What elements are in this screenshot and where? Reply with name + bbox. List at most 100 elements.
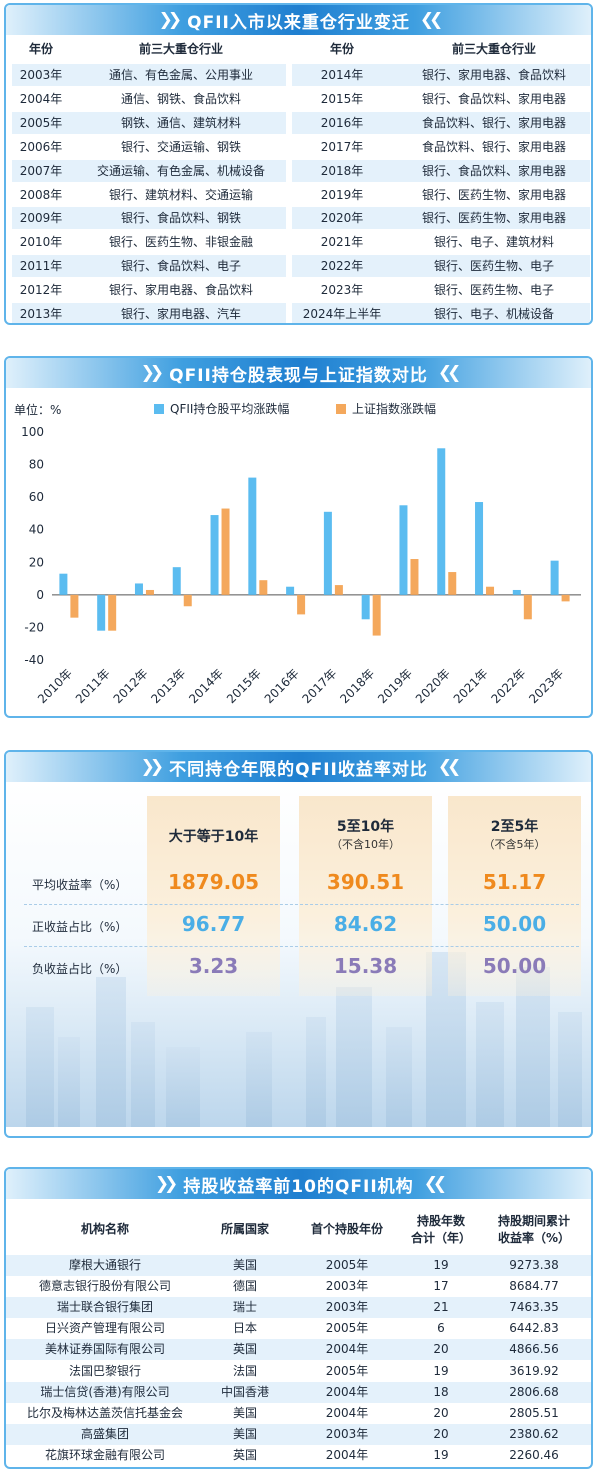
column-header: 5至10年: [336, 819, 395, 835]
skyline-building: [58, 1037, 80, 1127]
legend-label: 上证指数涨跌幅: [352, 401, 436, 416]
x-tick-label: 2020年: [413, 666, 453, 706]
industry-history-panel: ❯❯ QFII入市以来重仓行业变迁 ❮❮ 年份 前三大重仓行业 年份 前三大重仓…: [4, 3, 593, 325]
header-year-left: 年份: [28, 42, 53, 56]
row-stripe: [12, 64, 286, 86]
panel-title: 持股收益率前10的QFII机构: [183, 1176, 414, 1197]
years-cell: 17: [433, 1279, 449, 1294]
name-cell: 瑞士联合银行集团: [56, 1300, 153, 1315]
industries-cell: 银行、食品饮料、钢铁: [120, 211, 241, 226]
panel-title: 不同持仓年限的QFII收益率对比: [169, 759, 428, 780]
years-cell: 19: [433, 1363, 449, 1378]
y-tick-label: 40: [29, 523, 44, 537]
years-cell: 19: [433, 1258, 449, 1272]
row-stripe: [292, 159, 590, 182]
bar-qfii: [134, 583, 143, 595]
skyline-building: [246, 1032, 272, 1127]
table-row: 2005年 钢铁、通信、建筑材料 2016年 食品饮料、银行、家用电器: [6, 111, 591, 135]
chevron-left-icon: ❮❮: [423, 1174, 447, 1194]
year-cell: 2019年: [320, 187, 364, 202]
year-cell: 2012年: [19, 283, 63, 298]
value-cell: 3.23: [188, 954, 239, 978]
first_year-cell: 2003年: [325, 1426, 369, 1441]
table-header: 年份 前三大重仓行业 年份 前三大重仓行业: [6, 37, 591, 63]
value-cell: 15.38: [333, 954, 398, 978]
x-tick-label: 2010年: [35, 666, 75, 706]
chevron-left-icon: ❮❮: [419, 10, 443, 30]
value-cell: 50.00: [482, 912, 547, 936]
country-cell: 法国: [232, 1363, 257, 1378]
first_year-cell: 2003年: [325, 1279, 369, 1294]
year-cell: 2021年: [320, 235, 364, 250]
industries-cell: 银行、建筑材料、交通运输: [108, 187, 253, 202]
table-row: 比尔及梅林达盖茨信托基金会 美国 2004年 20 2805.51: [6, 1403, 591, 1424]
table-row: 花旗环球金融有限公司 英国 2004年 19 2260.46: [6, 1445, 591, 1466]
first_year-cell: 2005年: [325, 1363, 369, 1378]
panel-title-bar: ❯❯ QFII持仓股表现与上证指数对比 ❮❮: [6, 358, 591, 388]
skyline-building: [476, 1002, 504, 1127]
bar-chart: 单位：% QFII持仓股平均涨跌幅 上证指数涨跌幅 -40 -20 0 20 40 60 80 10…: [14, 401, 581, 706]
x-tick-label: 2019年: [375, 666, 415, 706]
row-stripe: [12, 159, 286, 182]
chevron-left-icon: ❮❮: [437, 757, 461, 777]
table-row: 美林证券国际有限公司 英国 2004年 20 4866.56: [6, 1339, 591, 1361]
table-row: 瑞士信贷(香港)有限公司 中国香港 2004年 18 2806.68: [6, 1381, 591, 1403]
industries-cell: 钢铁、通信、建筑材料: [120, 115, 241, 130]
name-cell: 高盛集团: [80, 1426, 129, 1441]
table-row: 2009年 银行、食品饮料、钢铁 2020年 银行、医药生物、家用电器: [6, 206, 591, 230]
value-cell: 50.00: [482, 954, 547, 978]
years-cell: 6: [437, 1321, 445, 1336]
bar-qfii: [475, 502, 484, 595]
country-cell: 日本: [232, 1321, 257, 1336]
bar-qfii: [172, 567, 181, 595]
value-cell: 84.62: [333, 912, 398, 936]
bar-qfii: [97, 594, 106, 631]
row-divider: [24, 904, 579, 905]
row-stripe: [12, 207, 286, 230]
bar-index: [486, 586, 495, 595]
table-row: 2007年 交通运输、有色金属、机械设备 2018年 银行、食品饮料、家用电器: [6, 159, 591, 183]
legend-swatch: [154, 404, 164, 414]
return-cell: 2380.62: [509, 1426, 559, 1441]
industries-cell: 银行、家用电器、食品饮料: [108, 283, 253, 298]
year-cell: 2016年: [320, 115, 364, 130]
skyline-building: [336, 987, 372, 1127]
chevron-right-icon: ❯❯: [140, 757, 164, 777]
year-cell: 2014年: [320, 68, 364, 82]
y-tick-label: -20: [24, 620, 44, 634]
bar-qfii: [59, 573, 68, 595]
return-cell: 2260.46: [509, 1447, 559, 1462]
bar-index: [108, 594, 117, 631]
year-cell: 2018年: [320, 163, 364, 178]
y-tick-label: -40: [24, 653, 44, 667]
industries-cell: 银行、家用电器、汽车: [120, 307, 241, 321]
industries-cell: 银行、医药生物、电子: [433, 259, 554, 274]
header-year-right: 年份: [329, 42, 354, 56]
first_year-cell: 2005年: [325, 1258, 369, 1272]
header-country: 所属国家: [220, 1222, 269, 1236]
country-cell: 美国: [232, 1426, 257, 1441]
row-label: 负收益占比（%）: [32, 962, 128, 976]
return-cell: 2806.68: [509, 1384, 559, 1399]
bar-index: [561, 594, 570, 602]
industries-cell: 银行、医药生物、电子: [433, 283, 554, 298]
table-row: 德意志银行股份有限公司 德国 2003年 17 8684.77: [6, 1276, 591, 1297]
country-cell: 英国: [232, 1447, 257, 1462]
industries-cell: 银行、医药生物、家用电器: [421, 211, 566, 226]
industries-cell: 通信、有色金属、公用事业: [108, 68, 253, 82]
header-return-unit: 收益率（%）: [497, 1231, 571, 1245]
x-tick-label: 2018年: [337, 666, 377, 706]
year-cell: 2007年: [19, 163, 63, 178]
year-cell: 2006年: [19, 139, 63, 154]
x-tick-label: 2013年: [148, 666, 188, 706]
bar-qfii: [361, 594, 370, 620]
year-cell: 2013年: [19, 307, 63, 321]
header-return: 持股期间累计: [497, 1214, 570, 1228]
year-cell: 2008年: [19, 187, 63, 202]
years-cell: 20: [433, 1426, 449, 1441]
row-stripe: [292, 303, 590, 323]
return-cell: 4866.56: [509, 1342, 559, 1357]
industries-cell: 食品饮料、银行、家用电器: [421, 139, 566, 154]
table-row: 2011年 银行、食品饮料、电子 2022年 银行、医药生物、电子: [6, 254, 591, 278]
column-subheader: （不含10年）: [331, 838, 400, 851]
